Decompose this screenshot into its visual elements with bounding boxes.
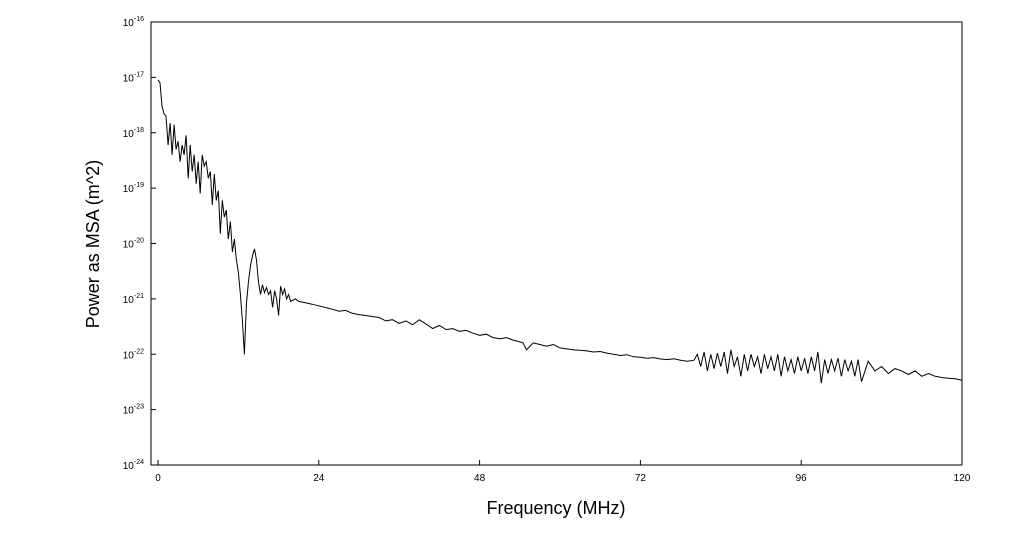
y-tick-label: 10-22 bbox=[123, 348, 144, 361]
y-tick-label: 10-19 bbox=[123, 182, 144, 195]
x-axis-title: Frequency (MHz) bbox=[486, 498, 625, 518]
y-tick-label: 10-20 bbox=[123, 238, 144, 251]
y-tick-label: 10-17 bbox=[123, 71, 144, 84]
x-tick-label: 72 bbox=[635, 473, 647, 484]
y-tick-label: 10-16 bbox=[123, 16, 144, 29]
series-line-power bbox=[157, 79, 963, 384]
y-axis-title: Power as MSA (m^2) bbox=[83, 160, 103, 329]
x-tick-label: 120 bbox=[954, 473, 971, 484]
x-tick-label: 24 bbox=[313, 473, 325, 484]
y-tick-label: 10-21 bbox=[123, 293, 144, 306]
x-tick-label: 0 bbox=[155, 473, 161, 484]
x-tick-label: 48 bbox=[474, 473, 486, 484]
y-axis-ticks: 10-16 10-17 10-18 10-19 10-20 10-21 10-22 10-23… bbox=[123, 16, 156, 472]
y-tick-label: 10-23 bbox=[123, 404, 144, 417]
plot-area bbox=[150, 21, 963, 466]
y-tick-label: 10-18 bbox=[123, 127, 144, 140]
x-tick-label: 96 bbox=[796, 473, 808, 484]
y-tick-label: 10-24 bbox=[123, 459, 144, 472]
x-axis-ticks: 0 24 48 72 96 120 bbox=[155, 460, 971, 484]
